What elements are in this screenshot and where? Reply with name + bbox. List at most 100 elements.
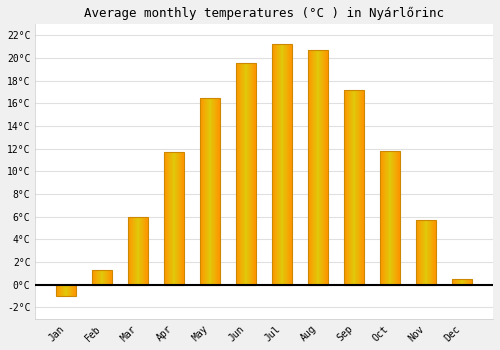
Bar [284, 44, 286, 285]
Bar [383, 151, 384, 285]
Bar [312, 50, 314, 285]
Bar [248, 63, 250, 285]
Bar [398, 151, 400, 285]
Bar [272, 44, 273, 285]
Bar [322, 50, 324, 285]
Bar [128, 217, 148, 285]
Bar [416, 220, 436, 285]
Bar [252, 63, 254, 285]
Bar [134, 217, 136, 285]
Bar [428, 220, 430, 285]
Bar [93, 270, 94, 285]
Bar [348, 90, 350, 285]
Bar [167, 152, 168, 285]
Bar [108, 270, 110, 285]
Bar [360, 90, 362, 285]
Bar [288, 44, 290, 285]
Bar [208, 98, 210, 285]
Bar [381, 151, 382, 285]
Bar [180, 152, 182, 285]
Bar [144, 217, 146, 285]
Bar [419, 220, 420, 285]
Bar [72, 285, 74, 296]
Bar [394, 151, 396, 285]
Bar [204, 98, 206, 285]
Bar [60, 285, 62, 296]
Bar [362, 90, 364, 285]
Bar [102, 270, 104, 285]
Bar [434, 220, 436, 285]
Bar [454, 279, 455, 285]
Bar [170, 152, 172, 285]
Bar [106, 270, 108, 285]
Bar [201, 98, 202, 285]
Bar [272, 44, 292, 285]
Bar [174, 152, 176, 285]
Bar [392, 151, 394, 285]
Bar [66, 285, 68, 296]
Bar [240, 63, 242, 285]
Bar [131, 217, 132, 285]
Bar [98, 270, 100, 285]
Bar [275, 44, 276, 285]
Bar [380, 151, 400, 285]
Bar [274, 44, 275, 285]
Bar [70, 285, 72, 296]
Bar [214, 98, 216, 285]
Bar [92, 270, 112, 285]
Bar [278, 44, 280, 285]
Bar [166, 152, 167, 285]
Bar [276, 44, 278, 285]
Bar [455, 279, 456, 285]
Bar [417, 220, 418, 285]
Bar [314, 50, 316, 285]
Bar [57, 285, 58, 296]
Bar [218, 98, 220, 285]
Bar [456, 279, 458, 285]
Bar [164, 152, 184, 285]
Bar [344, 90, 345, 285]
Bar [237, 63, 238, 285]
Bar [96, 270, 98, 285]
Bar [128, 217, 129, 285]
Bar [236, 63, 256, 285]
Bar [347, 90, 348, 285]
Title: Average monthly temperatures (°C ) in Nyárlőrinc: Average monthly temperatures (°C ) in Ny… [84, 7, 444, 20]
Bar [138, 217, 140, 285]
Bar [62, 285, 64, 296]
Bar [396, 151, 398, 285]
Bar [468, 279, 469, 285]
Bar [345, 90, 346, 285]
Bar [380, 151, 381, 285]
Bar [239, 63, 240, 285]
Bar [462, 279, 464, 285]
Bar [426, 220, 428, 285]
Bar [242, 63, 244, 285]
Bar [290, 44, 292, 285]
Bar [324, 50, 326, 285]
Bar [210, 98, 212, 285]
Bar [316, 50, 318, 285]
Bar [390, 151, 392, 285]
Bar [452, 279, 453, 285]
Bar [384, 151, 386, 285]
Bar [432, 220, 434, 285]
Bar [416, 220, 417, 285]
Bar [74, 285, 76, 296]
Bar [382, 151, 383, 285]
Bar [458, 279, 460, 285]
Bar [142, 217, 144, 285]
Bar [354, 90, 356, 285]
Bar [309, 50, 310, 285]
Bar [422, 220, 424, 285]
Bar [424, 220, 426, 285]
Bar [418, 220, 419, 285]
Bar [358, 90, 360, 285]
Bar [420, 220, 422, 285]
Bar [92, 270, 93, 285]
Bar [58, 285, 59, 296]
Bar [308, 50, 328, 285]
Bar [311, 50, 312, 285]
Bar [464, 279, 466, 285]
Bar [100, 270, 102, 285]
